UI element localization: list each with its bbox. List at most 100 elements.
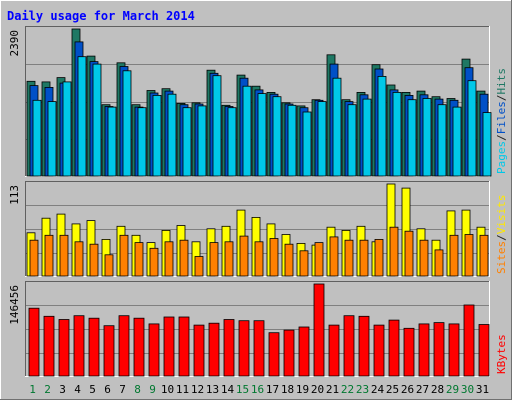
y-max-label-kbytes: 146456 bbox=[8, 285, 21, 325]
x-label-day-28: 28 bbox=[431, 383, 444, 396]
bar-sites-day-12 bbox=[194, 256, 204, 277]
bar-kbytes-day-19 bbox=[298, 326, 310, 377]
bar-pages-day-21 bbox=[332, 77, 342, 177]
bar-pages-day-20 bbox=[317, 101, 327, 177]
bar-pages-day-11 bbox=[182, 107, 192, 177]
x-label-day-29: 29 bbox=[446, 383, 459, 396]
bar-kbytes-day-20 bbox=[313, 283, 325, 377]
legend-entry: / bbox=[495, 95, 508, 102]
bar-kbytes-day-10 bbox=[163, 316, 175, 377]
y-max-label-hits: 2390 bbox=[8, 30, 21, 57]
x-label-day-8: 8 bbox=[134, 383, 141, 396]
bar-kbytes-day-24 bbox=[373, 324, 385, 377]
y-max-label-visits: 113 bbox=[8, 185, 21, 205]
legend-entry: Sites bbox=[495, 241, 508, 274]
bar-kbytes-day-15 bbox=[238, 320, 250, 377]
bar-sites-day-27 bbox=[419, 239, 429, 277]
bar-sites-day-4 bbox=[74, 241, 84, 277]
bar-kbytes-day-18 bbox=[283, 329, 295, 377]
x-label-day-22: 22 bbox=[341, 383, 354, 396]
x-label-day-30: 30 bbox=[461, 383, 474, 396]
bar-sites-day-15 bbox=[239, 235, 249, 277]
x-label-day-5: 5 bbox=[89, 383, 96, 396]
bar-kbytes-day-7 bbox=[118, 315, 130, 377]
bar-pages-day-26 bbox=[407, 99, 417, 177]
bar-pages-day-1 bbox=[32, 99, 42, 177]
bar-sites-day-13 bbox=[209, 242, 219, 277]
bar-pages-day-3 bbox=[62, 81, 72, 177]
chart-title: Daily usage for March 2014 bbox=[7, 9, 195, 23]
bar-pages-day-14 bbox=[227, 107, 237, 177]
x-label-day-18: 18 bbox=[281, 383, 294, 396]
legend-entry: Files bbox=[495, 101, 508, 134]
bar-sites-day-25 bbox=[389, 226, 399, 277]
bar-kbytes-day-13 bbox=[208, 322, 220, 377]
x-label-day-10: 10 bbox=[161, 383, 174, 396]
bar-pages-day-5 bbox=[92, 63, 102, 177]
legend-entry: / bbox=[495, 134, 508, 141]
bar-sites-day-6 bbox=[104, 254, 114, 277]
bar-kbytes-day-25 bbox=[388, 319, 400, 377]
legend-hits: Pages/Files/Hits bbox=[495, 68, 508, 174]
bar-sites-day-29 bbox=[449, 234, 459, 277]
bar-kbytes-day-3 bbox=[58, 319, 70, 377]
bar-pages-day-12 bbox=[197, 105, 207, 177]
bar-sites-day-24 bbox=[374, 238, 384, 277]
bar-sites-day-22 bbox=[344, 239, 354, 277]
bar-pages-day-4 bbox=[77, 56, 87, 177]
x-label-day-27: 27 bbox=[416, 383, 429, 396]
legend-entry: Hits bbox=[495, 68, 508, 95]
bar-sites-day-8 bbox=[134, 242, 144, 277]
x-label-day-31: 31 bbox=[476, 383, 489, 396]
bar-sites-day-21 bbox=[329, 236, 339, 277]
bar-kbytes-day-1 bbox=[28, 307, 40, 377]
bar-kbytes-day-31 bbox=[478, 324, 490, 377]
bar-pages-day-17 bbox=[272, 96, 282, 177]
bar-pages-day-25 bbox=[392, 92, 402, 177]
bar-sites-day-16 bbox=[254, 241, 264, 277]
legend-entry: KBytes bbox=[495, 334, 508, 374]
legend-entry: / bbox=[495, 234, 508, 241]
bar-sites-day-1 bbox=[29, 239, 39, 277]
bar-kbytes-day-29 bbox=[448, 323, 460, 377]
x-label-day-14: 14 bbox=[221, 383, 235, 396]
bar-kbytes-day-9 bbox=[148, 323, 160, 377]
bar-sites-day-14 bbox=[224, 241, 234, 277]
x-label-day-11: 11 bbox=[176, 383, 189, 396]
legend-kbytes: KBytes bbox=[495, 334, 508, 374]
bar-kbytes-day-23 bbox=[358, 315, 370, 377]
panel-visits: 113 Sites/Visits bbox=[8, 181, 508, 277]
bar-pages-day-22 bbox=[347, 104, 357, 177]
bar-kbytes-day-16 bbox=[253, 320, 265, 377]
bar-kbytes-day-21 bbox=[328, 324, 340, 377]
bar-pages-day-24 bbox=[377, 76, 387, 177]
bar-pages-day-8 bbox=[137, 107, 147, 177]
bar-pages-day-15 bbox=[242, 85, 252, 177]
x-label-day-3: 3 bbox=[59, 383, 66, 396]
bar-kbytes-day-30 bbox=[463, 304, 475, 377]
bar-pages-day-30 bbox=[467, 80, 477, 177]
bar-sites-day-18 bbox=[284, 243, 294, 277]
x-label-day-26: 26 bbox=[401, 383, 414, 396]
bar-sites-day-9 bbox=[149, 247, 159, 277]
legend-entry: Visits bbox=[495, 195, 508, 235]
x-label-day-12: 12 bbox=[191, 383, 204, 396]
bar-kbytes-day-6 bbox=[103, 325, 115, 377]
x-label-day-20: 20 bbox=[311, 383, 324, 396]
x-label-day-21: 21 bbox=[326, 383, 339, 396]
bar-kbytes-day-2 bbox=[43, 315, 55, 377]
chart-panels: 2390Pages/Files/Hits113Sites/Visits14645… bbox=[8, 26, 508, 377]
bar-sites-day-26 bbox=[404, 230, 414, 277]
x-label-day-6: 6 bbox=[104, 383, 111, 396]
x-label-day-7: 7 bbox=[119, 383, 126, 396]
bar-sites-day-28 bbox=[434, 249, 444, 277]
bar-pages-day-31 bbox=[482, 112, 492, 177]
bar-sites-day-20 bbox=[314, 242, 324, 277]
bar-kbytes-day-28 bbox=[433, 322, 445, 377]
bar-sites-day-2 bbox=[44, 234, 54, 277]
bar-kbytes-day-22 bbox=[343, 315, 355, 377]
x-label-day-16: 16 bbox=[251, 383, 264, 396]
x-label-day-9: 9 bbox=[149, 383, 156, 396]
bar-kbytes-day-8 bbox=[133, 317, 145, 377]
x-label-day-2: 2 bbox=[44, 383, 51, 396]
